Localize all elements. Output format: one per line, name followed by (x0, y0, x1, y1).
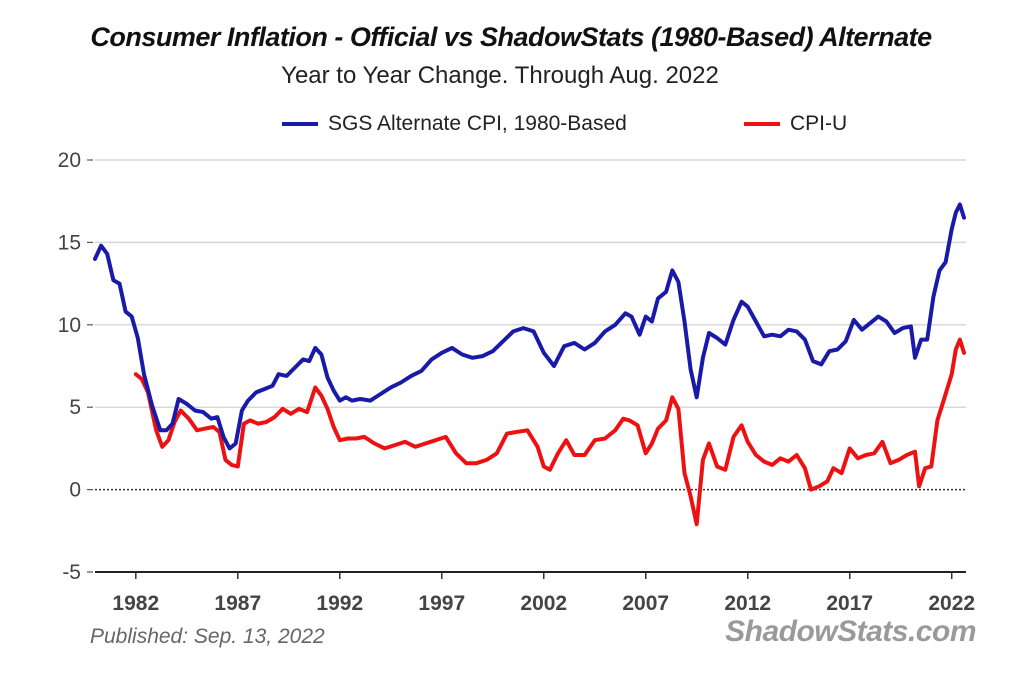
y-tick-label: 10 (58, 314, 81, 337)
x-tick-labels: 1982 1987 1992 1997 2002 2007 2012 2017 2022 (112, 592, 975, 615)
series-line-cpi-u (133, 337, 966, 527)
y-tick-label: 0 (69, 479, 81, 502)
x-tick-label: 1992 (316, 592, 363, 615)
x-tick-label: 1982 (112, 592, 159, 615)
y-tick-label: -5 (62, 561, 81, 584)
axes (87, 159, 966, 579)
y-tick-label: 5 (69, 396, 81, 419)
x-tick-label: 2002 (520, 592, 567, 615)
published-note: Published: Sep. 13, 2022 (90, 625, 325, 648)
source-watermark: ShadowStats.com (725, 615, 976, 648)
x-tick-label: 2017 (826, 592, 873, 615)
legend-swatch-sgs (282, 122, 318, 126)
x-tick-label: 2022 (928, 592, 975, 615)
legend-item-cpi-u: CPI-U (744, 110, 847, 138)
legend-label-sgs: SGS Alternate CPI, 1980-Based (328, 112, 627, 135)
x-tick-label: 1987 (214, 592, 261, 615)
y-tick-label: 15 (58, 231, 81, 254)
chart-title: Consumer Inflation - Official vs ShadowS… (90, 22, 932, 52)
grid-lines (95, 159, 966, 491)
legend-swatch-cpi-u (744, 122, 780, 126)
x-tick-label: 2007 (622, 592, 669, 615)
series-lines (93, 202, 966, 527)
y-tick-label: 20 (58, 149, 81, 172)
x-tick-label: 2012 (724, 592, 771, 615)
legend-item-sgs: SGS Alternate CPI, 1980-Based (282, 110, 627, 138)
legend-label-cpi-u: CPI-U (790, 112, 848, 135)
chart-subtitle: Year to Year Change. Through Aug. 2022 (281, 62, 719, 89)
y-tick-labels: -5 0 5 10 15 20 (58, 149, 81, 584)
x-tick-label: 1997 (418, 592, 465, 615)
series-line-sgs (93, 202, 966, 451)
